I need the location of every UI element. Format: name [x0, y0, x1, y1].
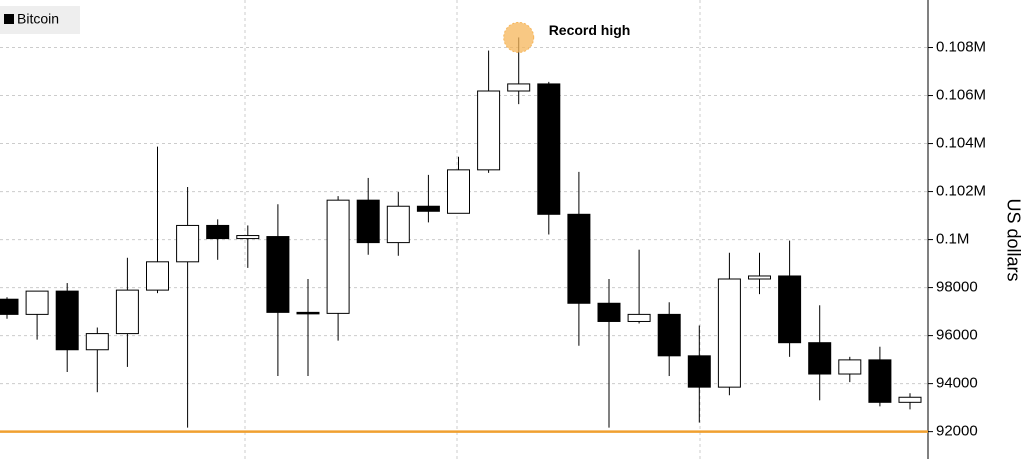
candle-body — [386, 205, 410, 244]
candle-body — [85, 333, 109, 351]
candle-body — [537, 83, 561, 215]
y-tick-label: 0.108M — [936, 39, 986, 56]
candle-body — [266, 236, 290, 313]
candle-body — [236, 235, 260, 240]
candle-body — [627, 313, 651, 322]
candle-body — [115, 289, 139, 335]
candle-body — [0, 298, 19, 315]
legend-label: Bitcoin — [17, 11, 59, 27]
candle-body — [356, 199, 380, 244]
candle-body — [808, 342, 832, 375]
y-tick-label: 94000 — [936, 375, 978, 392]
y-tick-label: 0.102M — [936, 183, 986, 200]
candle-body — [25, 290, 49, 315]
candle-body — [206, 224, 230, 240]
candle-body — [447, 169, 470, 214]
candle-body — [296, 311, 320, 315]
y-axis-title: US dollars — [1003, 198, 1023, 281]
y-tick-label: 92000 — [936, 423, 978, 440]
candle-body — [717, 278, 741, 388]
y-tick-label: 0.104M — [936, 135, 986, 152]
y-tick-label: 0.106M — [936, 87, 986, 104]
candle-body — [778, 275, 802, 344]
candle-body — [597, 302, 621, 322]
candle-body — [507, 83, 531, 92]
candle-body — [748, 275, 771, 280]
candle-body — [477, 90, 501, 171]
candle-body — [55, 290, 79, 351]
legend-swatch — [4, 14, 14, 24]
candle-body — [657, 313, 681, 357]
candle-body — [898, 396, 922, 403]
y-tick-label: 96000 — [936, 327, 978, 344]
annotation: Record high — [549, 22, 631, 38]
candle-body — [567, 213, 591, 304]
candle-body — [326, 199, 350, 314]
y-tick-label: 0.1M — [936, 231, 969, 248]
candle-body — [838, 359, 862, 375]
candle-body — [868, 359, 892, 403]
y-tick-label: 98000 — [936, 279, 978, 296]
candle-body — [416, 205, 440, 212]
candle-body — [687, 355, 711, 388]
candle-body — [146, 261, 169, 291]
candle-body — [176, 224, 200, 263]
record-marker — [503, 21, 535, 53]
